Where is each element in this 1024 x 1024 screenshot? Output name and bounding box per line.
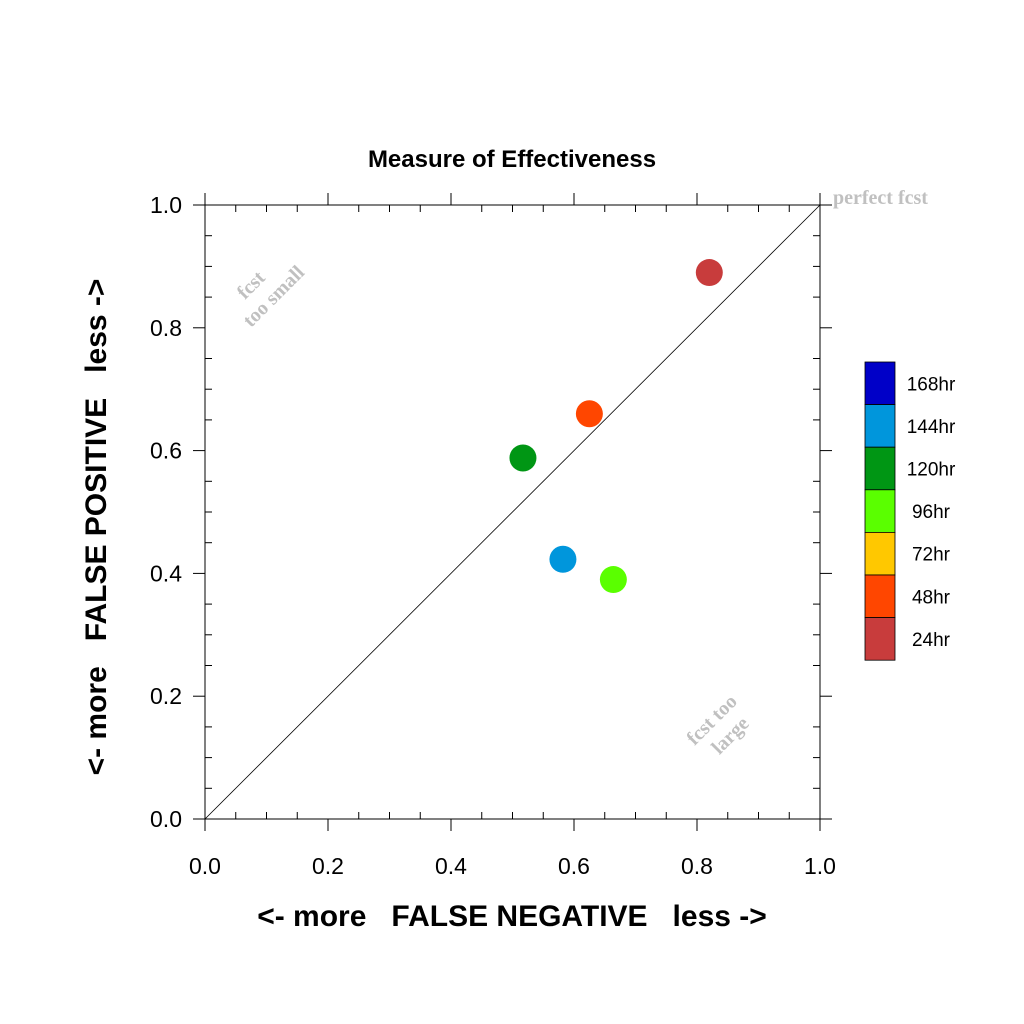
legend-label-48hr: 48hr — [912, 587, 951, 608]
legend-swatch-120hr — [864, 446, 896, 491]
legend: 168hr 144hr 120hr 96hr 72hr 48hr 24hr — [864, 361, 956, 661]
x-tick-label: 0.8 — [681, 853, 713, 879]
x-tick-label: 0.4 — [435, 853, 467, 879]
y-tick-label: 0.2 — [150, 683, 182, 709]
x-axis-title: <- more FALSE NEGATIVE less -> — [257, 900, 767, 933]
legend-label-120hr: 120hr — [907, 460, 956, 481]
chart-title: Measure of Effectiveness — [368, 146, 656, 173]
legend-swatch-48hr — [864, 574, 896, 618]
point-24hr — [695, 259, 723, 287]
perfect-forecast-annotation: perfect fcst — [833, 187, 928, 209]
legend-swatch-144hr — [864, 404, 896, 448]
x-tick-label: 0.6 — [558, 853, 590, 879]
legend-label-24hr: 24hr — [912, 630, 951, 651]
y-tick-label: 0.0 — [150, 806, 182, 832]
legend-swatch-72hr — [864, 532, 896, 576]
legend-label-72hr: 72hr — [912, 545, 951, 566]
x-tick-label: 0.2 — [312, 853, 344, 879]
y-tick-label: 0.4 — [150, 560, 182, 586]
too-small-annotation: fcst too small — [233, 261, 309, 331]
y-tick-label: 0.8 — [150, 315, 182, 341]
scatter-points — [509, 259, 723, 594]
point-48hr — [575, 400, 603, 428]
point-96hr — [599, 566, 627, 594]
point-120hr — [509, 444, 537, 472]
y-tick-label: 0.6 — [150, 438, 182, 464]
legend-label-144hr: 144hr — [907, 417, 956, 438]
legend-label-168hr: 168hr — [907, 374, 956, 395]
y-tick-label: 1.0 — [150, 192, 182, 218]
y-axis-title: <- more FALSE POSITIVE less -> — [80, 279, 113, 776]
legend-swatch-96hr — [864, 489, 896, 533]
legend-label-96hr: 96hr — [912, 502, 951, 523]
x-tick-label: 0.0 — [189, 853, 221, 879]
axis-ticks — [193, 193, 832, 831]
tick-labels: 0.0 0.2 0.4 0.6 0.8 1.0 0.0 0.2 0.4 0.6 0.8 1.0 — [150, 192, 836, 879]
legend-swatch-24hr — [864, 617, 896, 661]
x-tick-label: 1.0 — [804, 853, 836, 879]
point-144hr — [549, 545, 577, 573]
legend-swatch-168hr — [864, 361, 896, 405]
diagonal-reference-line — [204, 204, 821, 820]
too-large-annotation: fcst too large — [683, 691, 754, 759]
